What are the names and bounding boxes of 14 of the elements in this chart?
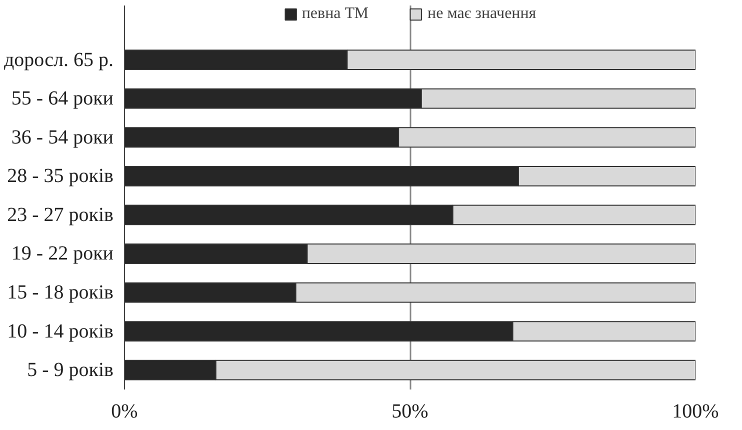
y-tick-label: 5 - 9 років (27, 359, 114, 382)
y-tick-label: 10 - 14 років (7, 320, 114, 342)
x-tick-label: 50% (392, 400, 428, 422)
x-tick-label: 100% (672, 400, 719, 422)
y-tick-label: 28 - 35 років (7, 165, 114, 188)
y-tick-label: 15 - 18 років (7, 282, 114, 304)
legend-label: не має значення (428, 5, 536, 23)
y-tick-label: 55 - 64 роки (11, 88, 114, 110)
y-tick-label: 19 - 22 роки (11, 242, 114, 265)
y-tick-label: 36 - 54 роки (11, 126, 114, 148)
legend-label: певна ТМ (302, 5, 369, 23)
x-tick-label: 0% (111, 400, 138, 422)
y-tick-label: доросл. 65 р. (4, 48, 114, 71)
y-tick-label: 23 - 27 років (7, 204, 114, 226)
